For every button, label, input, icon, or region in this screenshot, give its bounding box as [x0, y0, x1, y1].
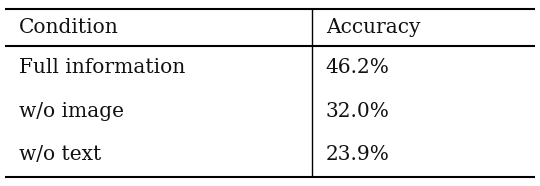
Text: w/o image: w/o image: [19, 102, 124, 121]
Text: w/o text: w/o text: [19, 145, 101, 164]
Text: Full information: Full information: [19, 58, 185, 77]
Text: 23.9%: 23.9%: [326, 145, 390, 164]
Text: Condition: Condition: [19, 18, 119, 37]
Text: 32.0%: 32.0%: [326, 102, 390, 121]
Text: Accuracy: Accuracy: [326, 18, 420, 37]
Text: 46.2%: 46.2%: [326, 58, 390, 77]
